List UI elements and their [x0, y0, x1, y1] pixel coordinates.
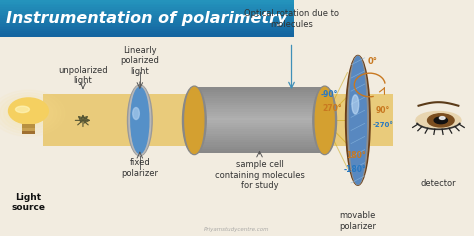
Bar: [194, 127, 325, 129]
Ellipse shape: [131, 87, 149, 153]
Bar: [0, 18, 294, 20]
Bar: [194, 92, 325, 94]
Bar: [194, 142, 325, 145]
FancyBboxPatch shape: [22, 124, 35, 129]
Bar: [0, 26, 294, 27]
Bar: [194, 116, 325, 118]
Ellipse shape: [346, 55, 370, 185]
Ellipse shape: [20, 108, 37, 118]
Bar: [194, 138, 325, 140]
Ellipse shape: [313, 86, 337, 155]
Bar: [194, 109, 325, 112]
Ellipse shape: [347, 56, 368, 185]
Text: Optical rotation due to
molecules: Optical rotation due to molecules: [244, 9, 339, 29]
Ellipse shape: [0, 93, 61, 134]
Ellipse shape: [0, 95, 57, 131]
Bar: [0, 9, 294, 11]
Bar: [194, 112, 325, 114]
Text: -180°: -180°: [344, 165, 367, 174]
Ellipse shape: [352, 95, 359, 114]
FancyBboxPatch shape: [22, 128, 35, 131]
Bar: [0, 27, 294, 29]
Bar: [0, 29, 294, 31]
Bar: [194, 98, 325, 101]
Bar: [194, 96, 325, 98]
Circle shape: [439, 117, 445, 119]
Bar: [194, 140, 325, 142]
Bar: [194, 114, 325, 116]
Ellipse shape: [349, 57, 366, 184]
Text: unpolarized
light: unpolarized light: [58, 66, 108, 85]
Bar: [194, 103, 325, 105]
Bar: [0, 24, 294, 26]
Bar: [194, 149, 325, 151]
Ellipse shape: [315, 87, 334, 153]
Ellipse shape: [128, 85, 152, 156]
Bar: [0, 15, 294, 17]
Ellipse shape: [12, 103, 45, 123]
Ellipse shape: [185, 87, 204, 153]
Bar: [0, 13, 294, 15]
FancyBboxPatch shape: [43, 94, 393, 146]
Circle shape: [434, 117, 447, 124]
Bar: [194, 125, 325, 127]
Bar: [194, 145, 325, 147]
Text: Light
source: Light source: [11, 193, 46, 212]
Text: 270°: 270°: [322, 104, 342, 113]
Text: sample cell
containing molecules
for study: sample cell containing molecules for stu…: [215, 160, 304, 190]
Ellipse shape: [16, 106, 29, 113]
Bar: [194, 151, 325, 153]
Bar: [194, 89, 325, 92]
Bar: [194, 136, 325, 138]
Ellipse shape: [8, 101, 49, 126]
Bar: [0, 11, 294, 13]
Ellipse shape: [182, 86, 206, 155]
Bar: [194, 107, 325, 109]
Bar: [194, 134, 325, 136]
Text: 180°: 180°: [346, 151, 365, 160]
Text: fixed
polarizer: fixed polarizer: [121, 158, 158, 177]
Bar: [194, 105, 325, 107]
Bar: [194, 122, 325, 125]
Bar: [0, 31, 294, 33]
Bar: [0, 7, 294, 9]
Text: movable
polarizer: movable polarizer: [339, 211, 376, 231]
Ellipse shape: [4, 98, 53, 129]
Ellipse shape: [416, 112, 461, 129]
Text: 0°: 0°: [368, 57, 378, 66]
Text: -90°: -90°: [321, 90, 338, 99]
Text: Priyamstudycentre.com: Priyamstudycentre.com: [204, 228, 270, 232]
Text: Instrumentation of polarimetry: Instrumentation of polarimetry: [6, 11, 287, 26]
Bar: [0, 5, 294, 7]
Bar: [0, 20, 294, 22]
Bar: [194, 101, 325, 103]
Bar: [0, 4, 294, 5]
Ellipse shape: [129, 86, 151, 155]
Text: -270°: -270°: [373, 122, 393, 128]
Text: 90°: 90°: [376, 106, 390, 115]
Bar: [0, 2, 294, 4]
Ellipse shape: [9, 98, 48, 124]
Bar: [194, 94, 325, 96]
Text: detector: detector: [420, 179, 456, 188]
Bar: [0, 17, 294, 18]
FancyBboxPatch shape: [22, 131, 35, 134]
Bar: [0, 0, 294, 2]
Text: Linearly
polarized
light: Linearly polarized light: [120, 46, 159, 76]
Bar: [194, 129, 325, 131]
Bar: [0, 35, 294, 37]
Bar: [194, 118, 325, 120]
Ellipse shape: [0, 90, 65, 136]
Bar: [194, 120, 325, 122]
Bar: [194, 87, 325, 89]
Ellipse shape: [16, 106, 41, 121]
Bar: [194, 147, 325, 149]
Bar: [194, 131, 325, 134]
Circle shape: [428, 114, 454, 127]
Bar: [0, 33, 294, 35]
Bar: [0, 22, 294, 24]
Ellipse shape: [133, 108, 139, 119]
